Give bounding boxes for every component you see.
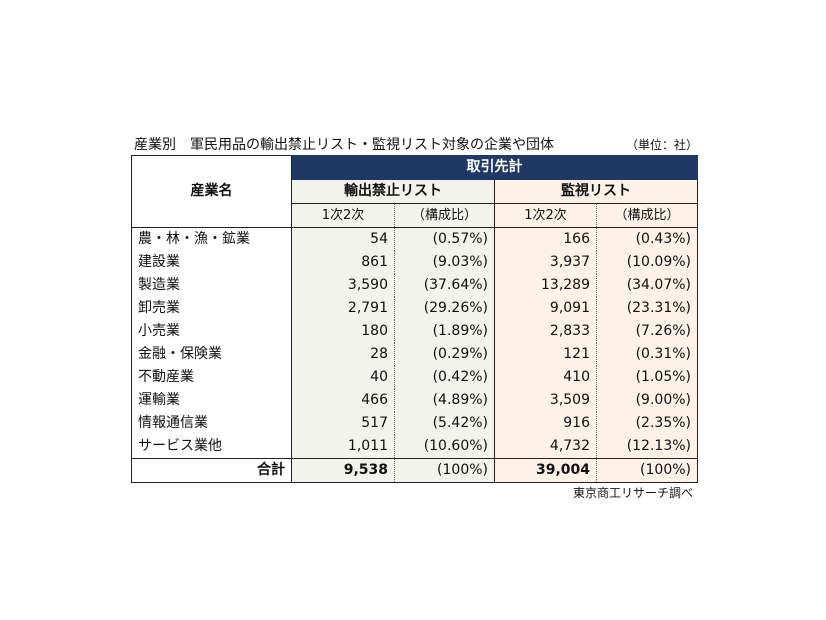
header-monitor-count: 1次2次: [494, 203, 597, 228]
table-row: サービス業他 1,011 (10.60%) 4,732 (12.13%): [131, 435, 698, 459]
industry-table: 産業名 取引先計 輸出禁止リスト 監視リスト 1次2次 （構成比） 1次2次 （…: [131, 155, 698, 483]
export-ratio: (0.57%): [394, 227, 495, 251]
monitor-count: 166: [494, 227, 597, 251]
industry-name: 金融・保険業: [131, 343, 292, 366]
unit-label: （単位：社）: [626, 138, 699, 152]
monitor-count: 4,732: [494, 435, 597, 459]
industry-name: 情報通信業: [131, 412, 292, 435]
table-row: 不動産業 40 (0.42%) 410 (1.05%): [131, 366, 698, 389]
monitor-count: 916: [494, 412, 597, 435]
export-ratio: (4.89%): [394, 389, 495, 412]
export-count: 28: [291, 343, 395, 366]
industry-name: 運輸業: [131, 389, 292, 412]
header-monitor-ratio: （構成比）: [596, 203, 698, 228]
total-monitor-count: 39,004: [494, 458, 597, 483]
header-export-ratio: （構成比）: [394, 203, 495, 228]
header-industry: 産業名: [131, 155, 292, 228]
export-ratio: (29.26%): [394, 297, 495, 320]
export-ratio: (1.89%): [394, 320, 495, 343]
export-count: 861: [291, 251, 395, 274]
total-export-count: 9,538: [291, 458, 395, 483]
export-ratio: (37.64%): [394, 274, 495, 297]
industry-name: 卸売業: [131, 297, 292, 320]
table-row: 情報通信業 517 (5.42%) 916 (2.35%): [131, 412, 698, 435]
industry-name: 製造業: [131, 274, 292, 297]
export-count: 40: [291, 366, 395, 389]
export-count: 54: [291, 227, 395, 251]
export-ratio: (0.29%): [394, 343, 495, 366]
table-row: 小売業 180 (1.89%) 2,833 (7.26%): [131, 320, 698, 343]
monitor-ratio: (9.00%): [596, 389, 698, 412]
monitor-ratio: (0.31%): [596, 343, 698, 366]
header-monitor: 監視リスト: [494, 179, 698, 204]
header-band: 取引先計: [291, 155, 698, 180]
monitor-count: 13,289: [494, 274, 597, 297]
export-count: 517: [291, 412, 395, 435]
monitor-ratio: (7.26%): [596, 320, 698, 343]
monitor-count: 3,509: [494, 389, 597, 412]
total-row: 合計 9,538 (100%) 39,004 (100%): [131, 458, 698, 483]
export-ratio: (0.42%): [394, 366, 495, 389]
monitor-count: 121: [494, 343, 597, 366]
monitor-ratio: (10.09%): [596, 251, 698, 274]
industry-name: 農・林・漁・鉱業: [131, 227, 292, 251]
table-row: 卸売業 2,791 (29.26%) 9,091 (23.31%): [131, 297, 698, 320]
monitor-count: 2,833: [494, 320, 597, 343]
industry-name: サービス業他: [131, 435, 292, 459]
total-monitor-ratio: (100%): [596, 458, 698, 483]
table-row: 建設業 861 (9.03%) 3,937 (10.09%): [131, 251, 698, 274]
header-export-ban: 輸出禁止リスト: [291, 179, 495, 204]
total-label: 合計: [131, 458, 292, 483]
source-note: 東京商工リサーチ調べ: [573, 486, 694, 500]
table-row: 製造業 3,590 (37.64%) 13,289 (34.07%): [131, 274, 698, 297]
monitor-count: 9,091: [494, 297, 597, 320]
industry-name: 建設業: [131, 251, 292, 274]
export-count: 180: [291, 320, 395, 343]
export-ratio: (10.60%): [394, 435, 495, 459]
export-ratio: (5.42%): [394, 412, 495, 435]
monitor-ratio: (34.07%): [596, 274, 698, 297]
table-title: 産業別 軍民用品の輸出禁止リスト・監視リスト対象の企業や団体: [134, 137, 554, 153]
table-row: 農・林・漁・鉱業 54 (0.57%) 166 (0.43%): [131, 227, 698, 251]
monitor-ratio: (2.35%): [596, 412, 698, 435]
industry-name: 不動産業: [131, 366, 292, 389]
monitor-count: 410: [494, 366, 597, 389]
monitor-ratio: (23.31%): [596, 297, 698, 320]
monitor-ratio: (0.43%): [596, 227, 698, 251]
export-count: 466: [291, 389, 395, 412]
header-export-count: 1次2次: [291, 203, 395, 228]
industry-name: 小売業: [131, 320, 292, 343]
table-row: 運輸業 466 (4.89%) 3,509 (9.00%): [131, 389, 698, 412]
export-count: 1,011: [291, 435, 395, 459]
monitor-count: 3,937: [494, 251, 597, 274]
monitor-ratio: (1.05%): [596, 366, 698, 389]
table-row: 金融・保険業 28 (0.29%) 121 (0.31%): [131, 343, 698, 366]
export-count: 2,791: [291, 297, 395, 320]
export-ratio: (9.03%): [394, 251, 495, 274]
monitor-ratio: (12.13%): [596, 435, 698, 459]
total-export-ratio: (100%): [394, 458, 495, 483]
export-count: 3,590: [291, 274, 395, 297]
